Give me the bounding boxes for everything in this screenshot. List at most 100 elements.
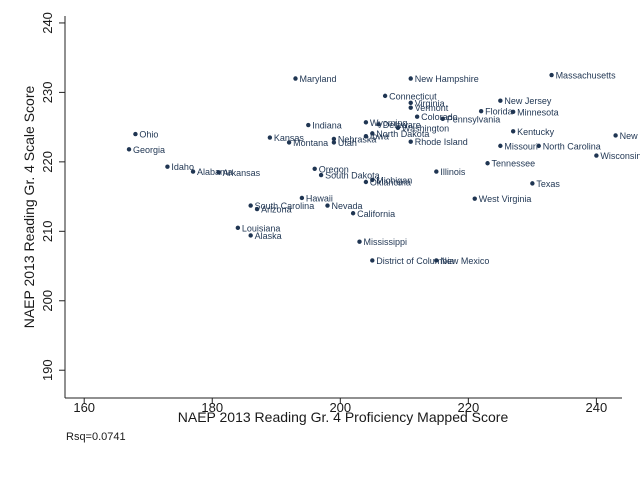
data-point xyxy=(434,258,439,263)
x-axis-title: NAEP 2013 Reading Gr. 4 Proficiency Mapp… xyxy=(178,409,509,425)
data-point xyxy=(318,172,324,178)
data-point xyxy=(440,116,445,121)
data-point-label: Washington xyxy=(402,123,449,133)
y-tick-label: 190 xyxy=(40,359,55,381)
data-point-label: New Hampshire xyxy=(415,74,479,84)
data-point-label: Colorado xyxy=(421,112,458,122)
data-point-label: Texas xyxy=(536,179,560,189)
data-point-label: Kentucky xyxy=(517,127,555,137)
data-point xyxy=(370,177,375,183)
data-point-label: South Carolina xyxy=(255,201,315,211)
data-point xyxy=(408,139,413,144)
data-point xyxy=(216,170,221,175)
data-point xyxy=(267,135,273,140)
data-point xyxy=(498,143,503,149)
data-point xyxy=(126,147,132,152)
data-point xyxy=(357,239,362,244)
data-point-label: Arkansas xyxy=(223,168,261,178)
data-point xyxy=(254,206,260,212)
data-point-label: Michigan xyxy=(376,175,412,185)
data-point xyxy=(350,211,356,216)
data-point-label: Rhode Island xyxy=(415,137,468,147)
data-point-label: Illinois xyxy=(440,167,466,177)
data-point xyxy=(434,169,439,174)
data-point xyxy=(363,133,369,139)
data-point-label: Wyoming xyxy=(370,118,407,128)
data-point-label: Hawaii xyxy=(306,193,333,203)
data-point xyxy=(331,136,337,142)
data-point xyxy=(530,181,535,186)
data-point xyxy=(478,108,484,114)
plot-area xyxy=(64,16,622,399)
data-point xyxy=(306,122,311,128)
y-axis-title: NAEP 2013 Reading Gr. 4 Scale Score xyxy=(21,86,37,329)
data-point xyxy=(408,105,413,110)
data-points: Maryland New Hampshire Massachusetts Connec… xyxy=(126,71,640,266)
y-tick-label: 230 xyxy=(40,82,55,104)
data-point xyxy=(613,133,618,138)
data-point-label: District of Columbia xyxy=(376,256,454,266)
data-point xyxy=(293,76,298,81)
data-point xyxy=(536,143,541,149)
data-point-label: Kansas xyxy=(274,133,305,143)
data-point-label: Delaware xyxy=(383,120,421,130)
data-point-label: Idaho xyxy=(171,162,194,172)
data-point-label: Georgia xyxy=(133,145,165,155)
data-point xyxy=(235,225,241,231)
data-point-label: Oklahoma xyxy=(370,177,411,187)
data-point-label: Alabama xyxy=(197,167,233,177)
data-point-label: Tennessee xyxy=(492,159,536,169)
data-point xyxy=(594,153,599,158)
data-point-label: Utah xyxy=(338,138,357,148)
data-point-label: Oregon xyxy=(319,164,349,174)
x-tick-label: 240 xyxy=(586,400,608,415)
data-point-label: California xyxy=(357,209,395,219)
data-point-label: New Mexico xyxy=(440,256,489,266)
rsq-annotation: Rsq=0.0741 xyxy=(66,431,126,443)
x-tick-label: 180 xyxy=(201,400,223,415)
data-point xyxy=(376,122,381,127)
data-point-label: Massachusetts xyxy=(556,71,617,81)
data-point-label: Iowa xyxy=(370,132,389,142)
data-point-label: North Dakota xyxy=(376,129,429,139)
data-point xyxy=(408,100,413,106)
data-point-label: Ohio xyxy=(139,130,158,140)
data-point-label: Connecticut xyxy=(389,91,437,101)
data-point xyxy=(248,203,253,208)
data-point xyxy=(549,72,554,78)
data-point xyxy=(370,258,375,263)
data-point-label: Nevada xyxy=(331,201,362,211)
data-point-label: Indiana xyxy=(312,121,342,131)
data-point xyxy=(299,195,305,201)
data-point-label: Virginia xyxy=(415,98,445,108)
data-point xyxy=(312,166,317,171)
data-point-label: Florida xyxy=(485,107,513,117)
data-point xyxy=(395,125,401,131)
data-point-label: West Virginia xyxy=(479,194,532,204)
chart-background xyxy=(0,0,640,465)
data-point xyxy=(331,140,337,145)
y-tick-label: 210 xyxy=(40,220,55,242)
data-point xyxy=(498,98,503,103)
data-point xyxy=(190,169,196,174)
axis-ticks: 160 180 200 220 240 190 200 210 220 230 240 xyxy=(40,12,607,415)
data-point-label: Montana xyxy=(293,138,328,148)
data-point-label: Arizona xyxy=(261,205,292,215)
data-point-label: Alaska xyxy=(255,231,282,241)
data-point-label: Mississippi xyxy=(364,237,408,247)
data-point xyxy=(363,179,369,185)
data-point-label: Wisconsin xyxy=(600,151,640,161)
data-point-label: New York xyxy=(620,131,640,141)
data-point xyxy=(408,76,413,81)
data-point-label: North Carolina xyxy=(543,141,601,151)
y-tick-label: 200 xyxy=(40,290,55,312)
data-point xyxy=(485,161,490,166)
y-tick-label: 220 xyxy=(40,151,55,173)
data-point xyxy=(382,93,388,99)
data-point-label: Nebraska xyxy=(338,134,377,144)
data-point-label: Louisiana xyxy=(242,223,281,233)
data-point xyxy=(370,131,375,136)
data-point xyxy=(165,164,170,169)
y-tick-label: 240 xyxy=(40,12,55,34)
